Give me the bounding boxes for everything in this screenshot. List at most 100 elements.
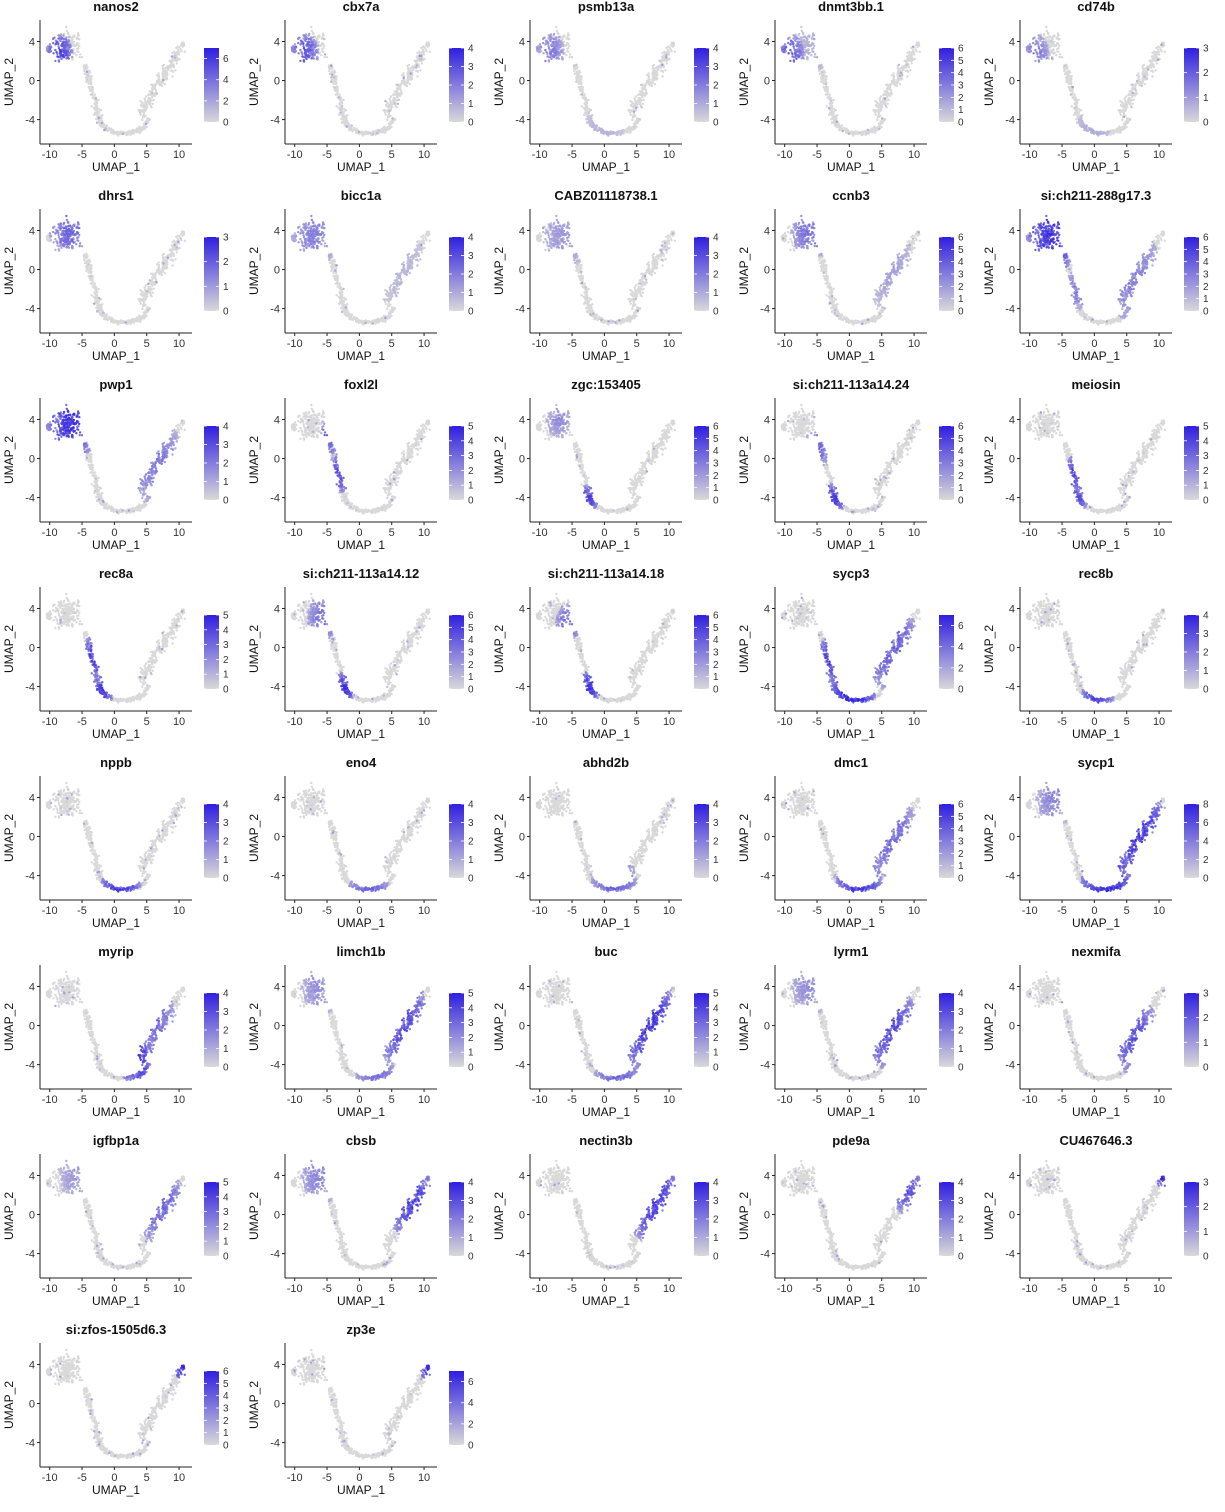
cell-point bbox=[151, 96, 153, 98]
cell-point bbox=[392, 121, 394, 123]
cell-point bbox=[70, 49, 72, 51]
cell-point bbox=[635, 107, 637, 109]
cell-point bbox=[866, 132, 868, 134]
panel-title: cd74b bbox=[1077, 0, 1115, 14]
cell-point bbox=[308, 38, 310, 40]
x-tick-label: 5 bbox=[144, 149, 150, 161]
cell-point bbox=[550, 52, 552, 54]
cell-point bbox=[307, 34, 309, 36]
x-tick-label: -10 bbox=[1022, 149, 1038, 161]
cell-point bbox=[539, 43, 541, 45]
cell-point bbox=[149, 90, 151, 92]
cell-point bbox=[842, 130, 844, 132]
cell-point bbox=[385, 114, 387, 116]
cell-point bbox=[874, 100, 876, 102]
cell-point bbox=[906, 52, 908, 54]
cell-point bbox=[385, 104, 387, 106]
cell-point bbox=[881, 101, 883, 103]
cell-point bbox=[910, 59, 912, 61]
cell-point bbox=[579, 80, 581, 82]
cell-point bbox=[171, 264, 173, 266]
cell-point bbox=[339, 99, 341, 101]
cell-point bbox=[144, 97, 146, 99]
cell-point bbox=[802, 56, 804, 58]
cell-point bbox=[334, 87, 336, 89]
cell-point bbox=[1132, 103, 1134, 105]
cell-point bbox=[174, 69, 176, 71]
cell-point bbox=[61, 43, 63, 45]
cell-point bbox=[555, 52, 557, 54]
cell-point bbox=[79, 53, 81, 55]
cell-point bbox=[156, 80, 158, 82]
cell-point bbox=[879, 105, 881, 107]
cell-point bbox=[878, 116, 880, 118]
cell-point bbox=[816, 56, 818, 58]
cell-point bbox=[584, 99, 586, 101]
y-tick-label: 0 bbox=[274, 76, 280, 88]
cell-point bbox=[358, 131, 360, 133]
cell-point bbox=[1142, 72, 1144, 74]
cell-point bbox=[560, 51, 562, 53]
cell-point bbox=[152, 85, 154, 87]
cell-point bbox=[328, 68, 330, 70]
legend-tick-label: 2 bbox=[958, 93, 964, 104]
cell-point bbox=[789, 60, 791, 62]
cell-point bbox=[629, 100, 631, 102]
cell-point bbox=[540, 45, 542, 47]
cell-point bbox=[791, 55, 793, 57]
y-tick-label: -4 bbox=[270, 115, 280, 127]
cell-point bbox=[782, 51, 784, 53]
cell-point bbox=[1049, 35, 1051, 37]
y-axis-label: UMAP_2 bbox=[2, 58, 16, 106]
cell-point bbox=[423, 51, 425, 53]
cell-point bbox=[1047, 32, 1049, 34]
cell-point bbox=[389, 97, 391, 99]
cell-point bbox=[906, 60, 908, 62]
cell-point bbox=[1128, 103, 1130, 105]
cell-point bbox=[606, 133, 608, 135]
cell-point bbox=[627, 109, 629, 111]
cell-point bbox=[138, 316, 140, 318]
cell-point bbox=[77, 34, 79, 36]
cell-point bbox=[334, 80, 336, 82]
cell-point bbox=[557, 32, 559, 34]
cell-point bbox=[805, 51, 807, 53]
cell-point bbox=[1038, 59, 1040, 61]
cell-point bbox=[178, 51, 180, 53]
cell-point bbox=[584, 97, 586, 99]
cell-point bbox=[417, 71, 419, 73]
cell-point bbox=[309, 49, 311, 51]
cell-point bbox=[893, 83, 895, 85]
cell-point bbox=[636, 117, 638, 119]
cell-point bbox=[869, 131, 871, 133]
cell-point bbox=[641, 87, 643, 89]
cell-point bbox=[1107, 131, 1109, 133]
cell-point bbox=[551, 45, 553, 47]
cell-point bbox=[831, 121, 833, 123]
cell-point bbox=[302, 42, 304, 44]
cell-point bbox=[110, 131, 112, 133]
cell-point bbox=[832, 99, 834, 101]
cell-point bbox=[1043, 55, 1045, 57]
cell-point bbox=[406, 65, 408, 67]
y-tick-label: 4 bbox=[764, 36, 770, 48]
cell-point bbox=[552, 50, 554, 52]
cell-point bbox=[388, 110, 390, 112]
cell-point bbox=[1147, 68, 1149, 70]
cell-point bbox=[601, 130, 603, 132]
cell-point bbox=[92, 88, 94, 90]
cell-point bbox=[146, 117, 148, 119]
legend-tick-label: 4 bbox=[713, 44, 719, 55]
cell-point bbox=[797, 34, 799, 36]
cell-point bbox=[879, 99, 881, 101]
cell-point bbox=[90, 86, 92, 88]
cell-point bbox=[884, 90, 886, 92]
cell-point bbox=[143, 116, 145, 118]
y-tick-label: 0 bbox=[764, 76, 770, 88]
cell-point bbox=[813, 34, 815, 36]
cell-point bbox=[55, 51, 57, 53]
panel-title: cbx7a bbox=[343, 0, 381, 14]
cell-point bbox=[1046, 30, 1048, 32]
